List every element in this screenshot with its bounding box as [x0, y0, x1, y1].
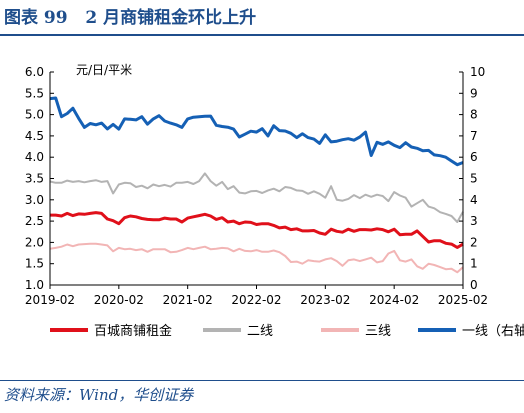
legend-label: 三线 — [365, 324, 391, 339]
left-tick-label: 1.5 — [25, 257, 44, 271]
left-tick-label: 4.5 — [25, 129, 44, 143]
axes: 1.0 1.5 2.0 2.5 3.0 3.5 4.0 4.5 5.0 5.5 6.0 0 1 2 3 4 5 6… — [25, 65, 488, 307]
left-tick-label: 5.5 — [25, 86, 44, 100]
left-tick-label: 2.5 — [25, 214, 44, 228]
x-tick-label: 2021-02 — [163, 293, 213, 307]
left-tick-label: 6.0 — [25, 65, 44, 79]
left-tick-label: 4.0 — [25, 150, 44, 164]
x-tick-label: 2024-02 — [369, 293, 419, 307]
series-line-2 — [49, 242, 464, 274]
series-line-3 — [49, 96, 464, 167]
x-tick-label: 2023-02 — [300, 293, 350, 307]
series-line-0 — [50, 211, 464, 249]
right-tick-label: 5 — [470, 172, 478, 186]
right-tick-label: 0 — [470, 278, 478, 292]
legend-label: 一线（右轴） — [462, 324, 524, 339]
x-tick-label: 2022-02 — [231, 293, 281, 307]
right-tick-label: 6 — [470, 150, 478, 164]
right-tick-label: 3 — [470, 214, 478, 228]
left-tick-label: 2.0 — [25, 235, 44, 249]
right-tick-label: 4 — [470, 193, 478, 207]
unit-label: 元/日/平米 — [76, 63, 132, 77]
right-tick-label: 7 — [470, 129, 478, 143]
right-tick-label: 8 — [470, 108, 478, 122]
source-note: 资料来源：Wind，华创证券 — [4, 386, 194, 404]
right-tick-label: 9 — [470, 86, 478, 100]
x-tick-label: 2025-02 — [438, 293, 488, 307]
legend-label: 二线 — [247, 324, 273, 339]
right-tick-label: 10 — [470, 65, 485, 79]
source-divider — [0, 380, 524, 381]
left-tick-label: 3.0 — [25, 193, 44, 207]
x-tick-label: 2020-02 — [94, 293, 144, 307]
left-tick-label: 5.0 — [25, 108, 44, 122]
legend-label: 百城商铺租金 — [94, 323, 172, 339]
right-tick-label: 1 — [470, 257, 478, 271]
right-tick-label: 2 — [470, 235, 478, 249]
x-tick-label: 2019-02 — [25, 293, 75, 307]
series-line-1 — [49, 172, 464, 223]
left-tick-label: 3.5 — [25, 172, 44, 186]
legend: 百城商铺租金 二线 三线 一线（右轴） — [50, 323, 524, 339]
title-divider — [0, 34, 524, 36]
figure-title: 图表 99 2 月商铺租金环比上升 — [4, 8, 257, 28]
left-tick-label: 1.0 — [25, 278, 44, 292]
line-chart: 元/日/平米 1.0 1.5 2.0 2.5 3.0 3.5 4.0 4.5 5.0 5.5 6.0… — [25, 63, 524, 339]
plot-area — [49, 96, 464, 274]
